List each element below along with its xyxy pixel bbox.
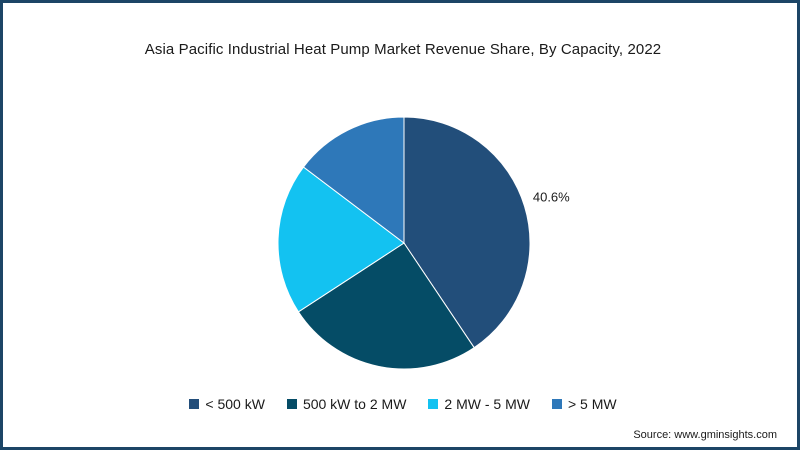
legend: < 500 kW 500 kW to 2 MW 2 MW - 5 MW > 5 … [3,396,800,412]
legend-label: > 5 MW [567,396,617,412]
pie-slice-1 [297,242,475,370]
legend-item-over-5mw: > 5 MW [551,396,617,412]
legend-label: < 500 kW [205,396,265,412]
legend-item-2mw-5mw: 2 MW - 5 MW [428,396,530,412]
legend-item-500kw-to-2mw: 500 kW to 2 MW [286,396,407,412]
legend-label: 500 kW to 2 MW [302,396,407,412]
legend-item-under-500kw: < 500 kW [189,396,265,412]
legend-swatch [286,399,297,409]
chart-title: Asia Pacific Industrial Heat Pump Market… [144,41,662,58]
data-label-0: 40.6% [533,190,570,205]
pie-slice-3 [302,116,405,245]
legend-label: 2 MW - 5 MW [444,396,530,412]
pie-slice-2 [277,166,405,313]
source-note: Source: www.gminsights.com [633,429,777,441]
legend-swatch [189,399,200,409]
pie-chart: 40.6% [277,116,570,370]
pie-slice-0 [403,116,531,349]
legend-swatch [428,399,439,409]
legend-swatch [551,399,562,409]
